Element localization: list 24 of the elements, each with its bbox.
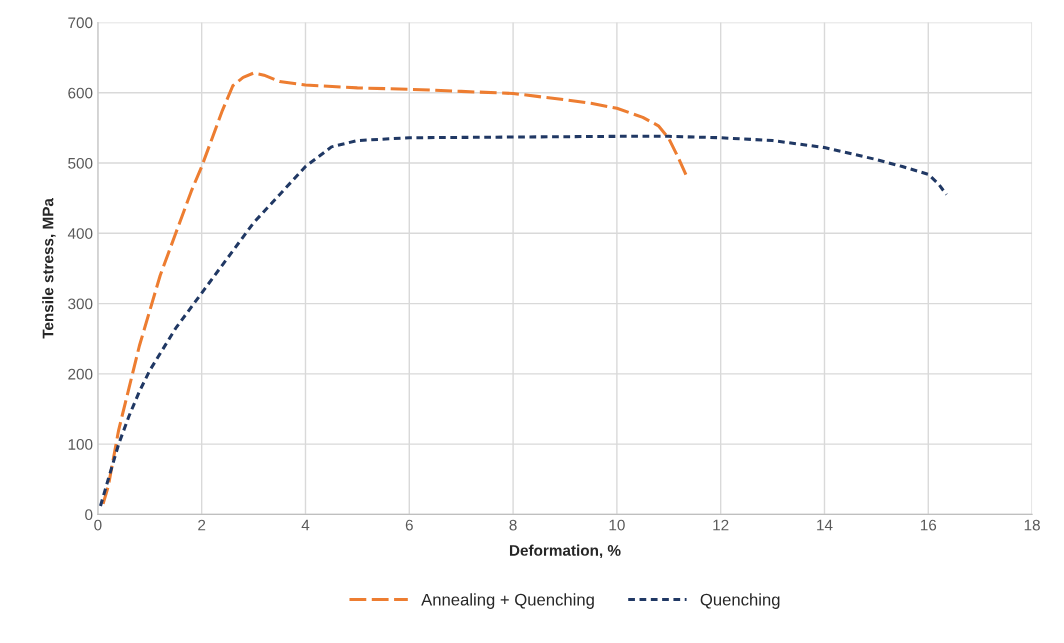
y-tick-label: 500 <box>68 157 93 169</box>
x-tick-label: 2 <box>198 519 206 531</box>
y-tick-label: 600 <box>68 87 93 99</box>
x-tick-label: 8 <box>509 519 517 531</box>
x-tick-label: 6 <box>405 519 413 531</box>
x-tick-label: 14 <box>817 519 833 531</box>
line-series <box>101 71 689 506</box>
x-tick-label: 10 <box>609 519 625 531</box>
line-series <box>98 134 948 508</box>
x-tick-label: 12 <box>713 519 729 531</box>
y-tick-label: 300 <box>68 298 93 310</box>
y-tick-label: 400 <box>67 228 93 239</box>
x-tick-label: 4 <box>301 519 310 531</box>
y-tick-label: 700 <box>68 17 93 29</box>
legend-label: Quenching <box>700 593 780 609</box>
x-tick-label: 16 <box>920 519 937 531</box>
x-tick-label: 18 <box>1024 519 1040 531</box>
y-axis-title: Tensile stress, MPa <box>42 198 56 339</box>
y-tick-label: 0 <box>85 509 93 521</box>
x-tick-label: 0 <box>94 519 102 531</box>
legend-label: Annealing + Quenching <box>421 593 594 609</box>
y-tick-label: 200 <box>68 368 93 380</box>
y-tick-label: 100 <box>68 439 93 450</box>
x-axis-title: Deformation, % <box>509 544 621 559</box>
